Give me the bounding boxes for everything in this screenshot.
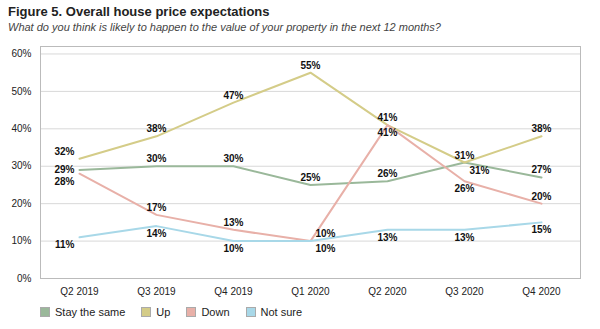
svg-text:38%: 38%	[146, 123, 166, 134]
svg-text:10%: 10%	[316, 243, 336, 254]
svg-text:55%: 55%	[300, 60, 320, 71]
svg-text:Q4 2020: Q4 2020	[522, 286, 561, 297]
svg-text:Q3 2020: Q3 2020	[445, 286, 484, 297]
svg-text:Q1 2020: Q1 2020	[291, 286, 330, 297]
html-text:Down: Down	[201, 306, 230, 318]
svg-text:10%: 10%	[316, 228, 336, 239]
svg-text:41%: 41%	[377, 112, 397, 123]
svg-text:13%: 13%	[223, 217, 243, 228]
svg-text:Q2 2020: Q2 2020	[368, 286, 407, 297]
svg-text:30%: 30%	[146, 153, 166, 164]
svg-text:30%: 30%	[223, 153, 243, 164]
svg-text:25%: 25%	[300, 172, 320, 183]
svg-text:Q4 2019: Q4 2019	[214, 286, 253, 297]
svg-text:13%: 13%	[454, 232, 474, 243]
svg-text:26%: 26%	[454, 183, 474, 194]
svg-text:20%: 20%	[11, 198, 31, 209]
svg-text:30%: 30%	[11, 160, 31, 171]
svg-text:14%: 14%	[146, 228, 166, 239]
svg-text:50%: 50%	[11, 86, 31, 97]
svg-text:31%: 31%	[454, 150, 474, 161]
html-text:What do you think is likely to: What do you think is likely to happen to…	[8, 21, 441, 33]
svg-text:10%: 10%	[11, 235, 31, 246]
svg-text:20%: 20%	[531, 191, 551, 202]
html-text:Figure 5. Overall house price: Figure 5. Overall house price expectatio…	[8, 4, 270, 19]
svg-text:27%: 27%	[531, 164, 551, 175]
svg-text:29%: 29%	[54, 164, 74, 175]
svg-text:31%: 31%	[470, 165, 490, 176]
svg-text:0%: 0%	[17, 273, 32, 284]
svg-text:26%: 26%	[377, 168, 397, 179]
svg-text:15%: 15%	[531, 224, 551, 235]
html-text:Stay the same: Stay the same	[55, 306, 126, 318]
svg-text:28%: 28%	[54, 176, 74, 187]
svg-text:10%: 10%	[223, 243, 243, 254]
svg-text:13%: 13%	[377, 232, 397, 243]
svg-text:Q2 2019: Q2 2019	[60, 286, 99, 297]
html-text:Not sure: Not sure	[260, 306, 303, 318]
svg-text:Q3 2019: Q3 2019	[137, 286, 176, 297]
svg-text:38%: 38%	[531, 123, 551, 134]
svg-text:40%: 40%	[11, 123, 31, 134]
svg-text:32%: 32%	[54, 146, 74, 157]
svg-text:60%: 60%	[11, 48, 31, 59]
html-text:Up: Up	[156, 306, 171, 318]
svg-text:11%: 11%	[55, 239, 75, 250]
svg-text:41%: 41%	[377, 127, 397, 138]
svg-text:47%: 47%	[223, 90, 243, 101]
svg-text:17%: 17%	[146, 202, 166, 213]
